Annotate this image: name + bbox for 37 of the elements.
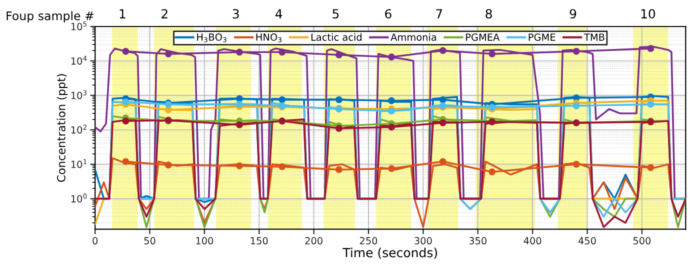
x-tick-label: 350 — [469, 237, 487, 244]
annotation: 3 — [232, 9, 239, 19]
x-axis-title: Time (seconds) — [342, 248, 438, 259]
x-tick-label: 300 — [414, 237, 432, 244]
x-tick-label: 200 — [305, 237, 322, 244]
text: Foup sample # — [6, 11, 94, 23]
x-tick-label: 400 — [524, 237, 542, 244]
annotation: 6 — [385, 9, 392, 19]
legend-label: HNO$_{3}$ — [256, 33, 282, 42]
y-tick-label: 10$^{0}$ — [71, 194, 87, 202]
x-tick-label: 0 — [92, 237, 98, 244]
x-tick-label: 100 — [196, 237, 214, 244]
legend-label: PGMEA — [466, 33, 500, 41]
y-tick-label: 10$^{3}$ — [71, 90, 87, 100]
x-tick-label: 150 — [250, 237, 268, 244]
x-tick-label: 50 — [144, 237, 156, 244]
annotation: 10 — [641, 9, 656, 19]
annotation: 9 — [570, 9, 576, 19]
legend-label: Lactic acid — [311, 33, 362, 41]
annotation: 4 — [275, 9, 282, 18]
x-tick-label: 500 — [633, 237, 651, 244]
annotation: 1 — [120, 9, 126, 18]
y-tick-label: 10$^{1}$ — [71, 159, 86, 168]
legend-label: H$_{3}$BO$_{3}$ — [197, 33, 226, 42]
y-tick-label: 10$^{2}$ — [71, 124, 86, 134]
x-tick-label: 450 — [578, 237, 596, 244]
y-tick-label: 10$^{5}$ — [71, 21, 87, 30]
y-tick-label: 10$^{4}$ — [71, 56, 87, 65]
legend-label: Ammonia — [390, 33, 436, 41]
annotation: 7 — [436, 9, 442, 18]
y-axis-title: Concentration (ppt) — [56, 74, 68, 182]
legend-label: TMB — [584, 34, 604, 41]
x-tick-label: 250 — [360, 237, 378, 244]
annotation: 2 — [162, 9, 168, 18]
legend-label: PGME — [528, 33, 556, 41]
annotation: 5 — [332, 9, 339, 19]
annotation: 8 — [486, 9, 492, 19]
